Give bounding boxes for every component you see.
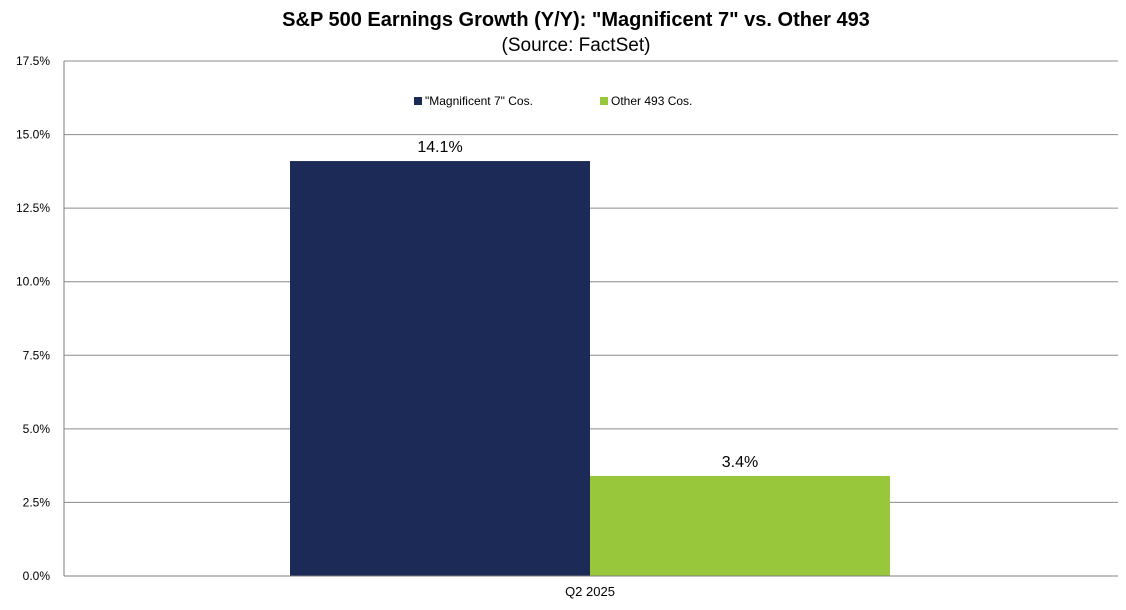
data-label-other-493: 3.4% xyxy=(722,454,758,471)
legend-swatch-other493 xyxy=(600,97,608,105)
data-label-magnificent-7: 14.1% xyxy=(417,139,462,156)
y-tick-label: 7.5% xyxy=(23,348,51,362)
y-tick-label: 2.5% xyxy=(23,495,51,509)
bar-other-493 xyxy=(590,475,890,576)
legend-label-other493: Other 493 Cos. xyxy=(611,94,692,108)
bar-magnificent-7 xyxy=(290,161,590,577)
data-labels: 14.1% 3.4% xyxy=(417,139,758,471)
chart-subtitle: (Source: FactSet) xyxy=(502,35,651,56)
x-category-label: Q2 2025 xyxy=(565,584,615,599)
chart-title: S&P 500 Earnings Growth (Y/Y): "Magnific… xyxy=(282,9,870,31)
legend-swatch-mag7 xyxy=(414,97,422,105)
y-axis-ticks: 0.0% 2.5% 5.0% 7.5% 10.0% 12.5% 15.0% 17.5% xyxy=(16,54,50,583)
y-tick-label: 10.0% xyxy=(16,275,50,289)
y-tick-label: 15.0% xyxy=(16,128,50,142)
bars xyxy=(290,161,890,577)
y-tick-label: 12.5% xyxy=(16,201,50,215)
legend-label-mag7: "Magnificent 7" Cos. xyxy=(425,94,533,108)
y-tick-label: 0.0% xyxy=(23,569,51,583)
gridlines xyxy=(64,60,1118,503)
y-tick-label: 17.5% xyxy=(16,54,50,68)
legend: "Magnificent 7" Cos. Other 493 Cos. xyxy=(414,94,692,108)
y-tick-label: 5.0% xyxy=(23,422,51,436)
